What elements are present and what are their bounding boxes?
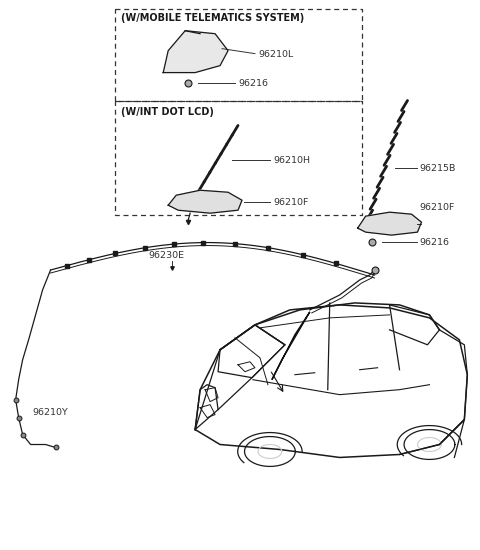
Text: 96216: 96216 (238, 79, 268, 87)
Polygon shape (358, 212, 421, 235)
Text: (W/MOBILE TELEMATICS SYSTEM): (W/MOBILE TELEMATICS SYSTEM) (121, 13, 305, 23)
Text: 96210L: 96210L (258, 50, 293, 59)
Polygon shape (168, 190, 242, 213)
Text: 96210Y: 96210Y (33, 408, 68, 416)
Text: 96215B: 96215B (420, 164, 456, 173)
Polygon shape (163, 31, 228, 73)
Text: 96210H: 96210H (273, 156, 310, 166)
Text: (W/INT DOT LCD): (W/INT DOT LCD) (121, 107, 214, 118)
Text: 96210F: 96210F (420, 203, 455, 212)
Text: 96230E: 96230E (148, 251, 184, 260)
Text: 96216: 96216 (420, 238, 449, 247)
Text: 96210F: 96210F (273, 198, 308, 207)
Polygon shape (272, 312, 310, 380)
